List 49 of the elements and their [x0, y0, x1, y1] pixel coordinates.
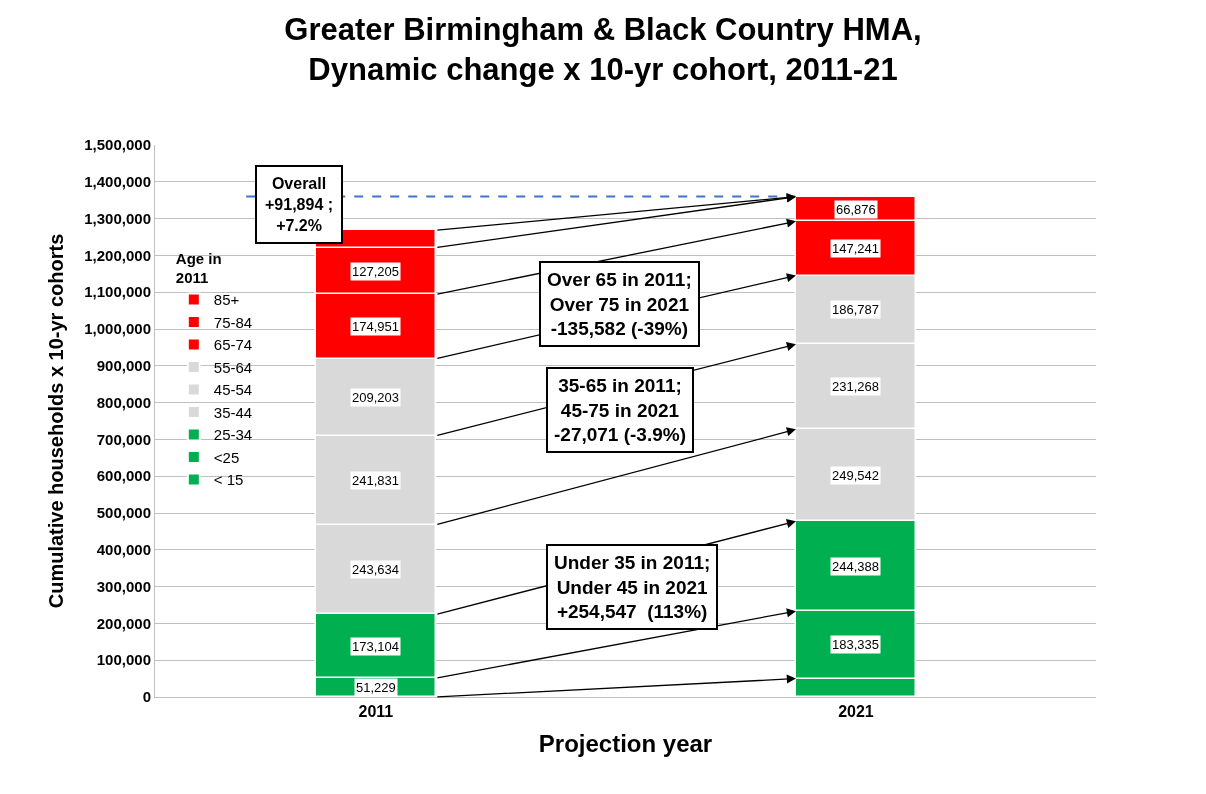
y-tick-label: 900,000: [96, 357, 151, 375]
legend-label: 35-44: [213, 403, 253, 421]
y-tick-label: 0: [142, 688, 151, 706]
chart-title: Greater Birmingham & Black Country HMA, Dynamic change x 10-yr cohort, 2011-21: [284, 11, 922, 87]
data-label: 174,951: [352, 319, 399, 334]
legend-label: < 15: [213, 471, 244, 489]
x-tick-label: 2011: [358, 703, 394, 721]
legend-label: 85+: [213, 291, 240, 309]
legend-label: 65-74: [213, 336, 253, 354]
data-label: 241,831: [352, 473, 399, 488]
annotation: Over 65 in 2011; Over 75 in 2021 -135,582 (-39%): [547, 269, 692, 340]
legend-label: 75-84: [213, 313, 253, 331]
data-label: 127,205: [352, 264, 399, 279]
y-tick-label: 800,000: [96, 393, 151, 411]
annotation: Under 35 in 2011; Under 45 in 2021 +254,547 (113%): [554, 552, 711, 623]
y-tick-label: 1,400,000: [84, 173, 151, 191]
data-label: 231,268: [832, 379, 879, 394]
y-tick-label: 200,000: [96, 614, 151, 632]
legend-label: 55-64: [213, 358, 253, 376]
x-tick-label: 2021: [838, 703, 874, 721]
y-tick-label: 1,000,000: [84, 320, 151, 338]
data-label: 209,203: [352, 390, 399, 405]
y-axis-title: Cumulative households x 10-yr cohorts: [44, 233, 67, 609]
y-tick-label: 500,000: [96, 504, 151, 522]
data-label: 243,634: [352, 562, 399, 577]
data-label: 66,876: [836, 202, 876, 217]
legend-label: 25-34: [213, 426, 253, 444]
data-label: 186,787: [832, 302, 879, 317]
y-tick-label: 1,500,000: [84, 136, 151, 154]
y-tick-label: 300,000: [96, 577, 151, 595]
legend-label: 45-54: [213, 381, 253, 399]
data-label: 249,542: [832, 468, 879, 483]
legend-title: Age in 2011: [175, 249, 222, 287]
data-label: 183,335: [832, 637, 879, 652]
y-tick-label: 1,300,000: [84, 209, 151, 227]
y-tick-label: 700,000: [96, 430, 151, 448]
annotation: Overall +91,894 ; +7.2%: [265, 175, 334, 234]
y-tick-label: 600,000: [96, 467, 151, 485]
y-tick-label: 1,100,000: [84, 283, 151, 301]
data-label: 244,388: [832, 559, 879, 574]
x-axis-title: Projection year: [538, 729, 713, 757]
data-label: 147,241: [832, 241, 879, 256]
annotation: 35-65 in 2011; 45-75 in 2021 -27,071 (-3.9%): [554, 375, 687, 446]
legend-label: <25: [213, 448, 240, 466]
y-tick-label: 100,000: [96, 651, 151, 669]
y-tick-label: 400,000: [96, 541, 151, 559]
data-label: 51,229: [356, 680, 396, 695]
y-tick-label: 1,200,000: [84, 246, 151, 264]
data-label: 173,104: [352, 639, 399, 654]
